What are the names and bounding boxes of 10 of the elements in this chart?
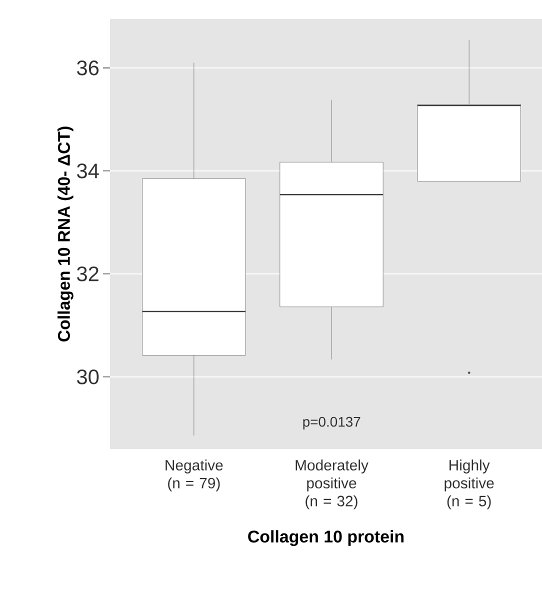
y-tick-label: 32 xyxy=(77,266,98,282)
y-tick-label: 34 xyxy=(77,164,99,178)
y-tick-label: 36 xyxy=(77,60,99,76)
x-tick-label: Highly positive (n = 5) xyxy=(444,460,494,510)
x-tick-label: Negative (n = 79) xyxy=(166,460,223,492)
annotation: p=0.0137 xyxy=(303,416,360,430)
x-tick-label: Moderately positive (n = 32) xyxy=(296,460,368,510)
y-tick-label: 30 xyxy=(77,369,99,384)
x-axis-title: Collagen 10 protein xyxy=(248,530,404,546)
y-axis-title: Collagen 10 RNA (40- ΔCT) xyxy=(58,126,74,342)
